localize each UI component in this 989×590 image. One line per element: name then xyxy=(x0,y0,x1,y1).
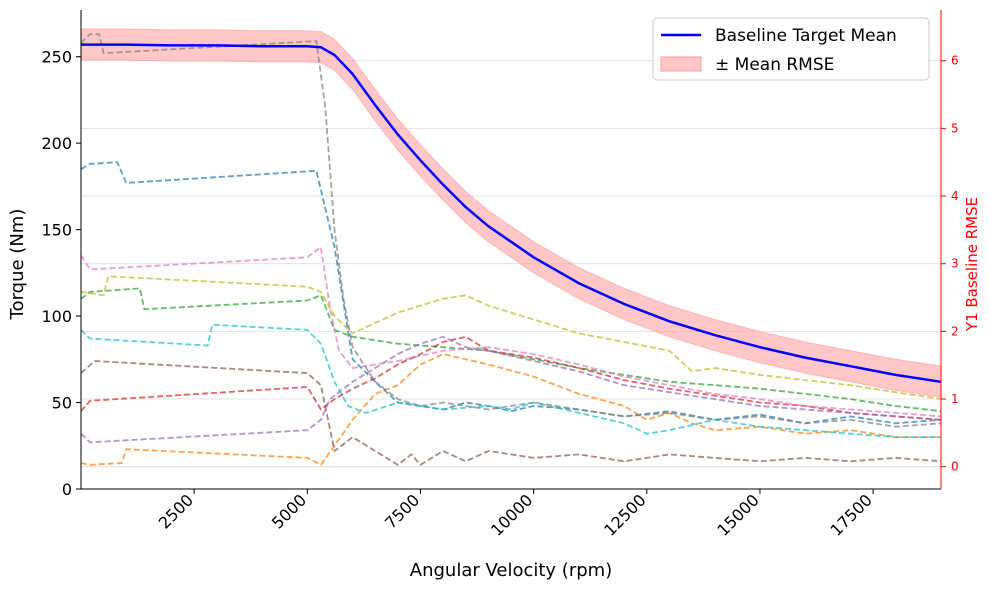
baseline-mean-line xyxy=(81,43,942,384)
y-tick-label: 100 xyxy=(41,307,72,326)
series-line-1 xyxy=(80,161,942,425)
y-tick-label: 0 xyxy=(62,480,72,499)
legend-swatch-patch xyxy=(660,56,702,72)
y-tick-label: 250 xyxy=(41,48,72,67)
y2-tick-label: 2 xyxy=(951,324,959,338)
series-layer xyxy=(80,33,942,466)
y-axis-label: Torque (Nm) xyxy=(7,209,28,321)
y-tick-label: 150 xyxy=(41,221,72,240)
series-line-8 xyxy=(80,33,942,428)
series-line-7 xyxy=(80,245,942,418)
legend-label: ± Mean RMSE xyxy=(715,55,834,75)
baseline-layer xyxy=(81,43,942,384)
y2-tick-label: 6 xyxy=(951,54,959,68)
y2-axis-label: Y1 Baseline RMSE xyxy=(963,197,981,332)
x-axis-label: Angular Velocity (rpm) xyxy=(410,560,612,581)
legend: Baseline Target Mean ± Mean RMSE xyxy=(652,17,930,81)
legend-box xyxy=(652,17,930,81)
legend-label: Baseline Target Mean xyxy=(715,26,897,46)
series-line-6 xyxy=(80,360,942,466)
series-line-10 xyxy=(80,323,941,439)
y-tick-label: 50 xyxy=(52,394,72,413)
y-tick-label: 200 xyxy=(41,134,72,153)
y2-tick-label: 0 xyxy=(951,460,959,474)
y2-tick-label: 5 xyxy=(951,121,959,135)
series-line-2 xyxy=(80,353,941,466)
y2-tick-label: 1 xyxy=(951,392,959,406)
y2-tick-label: 4 xyxy=(951,189,959,203)
series-line-3 xyxy=(80,287,942,413)
y2-tick-label: 3 xyxy=(951,257,959,271)
series-line-9 xyxy=(80,275,942,400)
